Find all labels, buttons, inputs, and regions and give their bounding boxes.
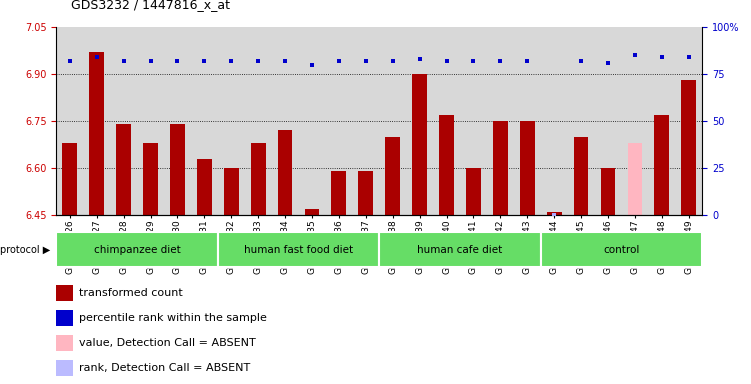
Text: control: control [603,245,640,255]
Bar [56,360,73,376]
Bar [143,143,158,215]
Bar [170,124,185,215]
Bar [358,171,373,215]
Text: human fast food diet: human fast food diet [244,245,353,255]
Bar [278,131,292,215]
Text: chimpanzee diet: chimpanzee diet [94,245,180,255]
Bar [412,74,427,215]
Bar [628,143,642,215]
Text: protocol ▶: protocol ▶ [0,245,50,255]
Bar [56,232,218,267]
Text: percentile rank within the sample: percentile rank within the sample [79,313,267,323]
Bar [654,115,669,215]
Bar [681,80,696,215]
Text: rank, Detection Call = ABSENT: rank, Detection Call = ABSENT [79,362,250,373]
Bar [541,232,702,267]
Bar [56,310,73,326]
Bar [331,171,346,215]
Bar [305,209,319,215]
Text: value, Detection Call = ABSENT: value, Detection Call = ABSENT [79,338,256,348]
Bar [493,121,508,215]
Bar [547,212,562,215]
Bar [218,232,379,267]
Text: transformed count: transformed count [79,288,182,298]
Bar [251,143,266,215]
Text: GDS3232 / 1447816_x_at: GDS3232 / 1447816_x_at [71,0,231,12]
Bar [224,168,239,215]
Bar [56,335,73,351]
Bar [197,159,212,215]
Text: human cafe diet: human cafe diet [418,245,502,255]
Bar [56,285,73,301]
Bar [116,124,131,215]
Bar [520,121,535,215]
Bar [89,52,104,215]
Bar [439,115,454,215]
Bar [379,232,541,267]
Bar [601,168,615,215]
Bar [466,168,481,215]
Bar [385,137,400,215]
Bar [574,137,589,215]
Bar [62,143,77,215]
